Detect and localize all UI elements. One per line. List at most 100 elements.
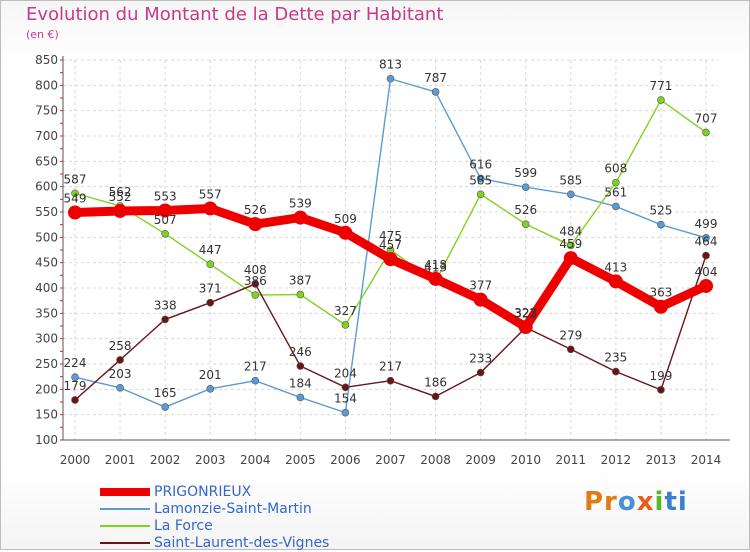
data-point [473,292,488,307]
data-point [476,368,485,377]
data-point [383,252,398,267]
data-point [566,241,575,250]
data-label: 235 [604,351,627,365]
data-point [428,271,443,286]
x-tick-label: 2003 [195,453,226,467]
data-label: 154 [334,392,357,406]
data-label: 552 [109,190,132,204]
data-point [702,128,710,137]
logo-part: o [617,487,637,517]
data-label: 557 [199,187,222,201]
data-label: 371 [199,282,222,296]
data-label: 539 [289,197,312,211]
x-tick-label: 2007 [375,453,406,467]
y-tick-label: 850 [35,53,58,67]
data-label: 608 [604,162,627,176]
data-label: 499 [695,217,718,231]
data-point [71,373,79,381]
data-label: 525 [649,204,672,218]
data-labels: 549 552 553 557 526 539 509 457 418 377 323 459 413 3… [64,58,718,406]
x-tick-label: 2014 [691,453,722,467]
data-label: 404 [695,265,718,279]
data-label: 707 [695,111,718,125]
data-label: 217 [244,360,267,374]
legend-label: PRIGONRIEUX [154,484,252,500]
y-tick-label: 800 [35,78,58,92]
data-label: 377 [469,279,492,293]
data-label: 585 [469,173,492,187]
data-point [566,345,575,354]
x-tick-label: 2013 [646,453,677,467]
data-label: 323 [514,306,537,320]
data-label: 464 [695,235,718,249]
data-label: 322 [514,307,537,321]
data-label: 418 [424,258,447,272]
x-tick-label: 2009 [465,453,496,467]
data-label: 771 [649,79,672,93]
data-point [612,178,620,187]
series-lines [68,74,713,417]
data-point [158,203,173,218]
legend-swatch [100,542,150,544]
data-label: 616 [469,158,492,172]
data-point [431,88,440,96]
data-point [161,315,169,324]
y-tick-label: 250 [35,357,58,371]
x-tick-label: 2005 [285,453,316,467]
data-label: 526 [244,203,267,217]
x-tick-label: 2012 [601,453,632,467]
data-point [386,376,395,385]
data-point [657,96,665,104]
data-label: 475 [379,229,402,243]
data-label: 338 [154,298,177,312]
data-label: 587 [64,172,87,186]
y-tick-label: 750 [35,104,58,118]
data-point [293,210,308,225]
legend-label: Lamonzie-Saint-Martin [154,501,312,517]
data-label: 204 [334,366,357,380]
data-point [521,183,530,191]
x-tick-label: 2000 [60,453,91,467]
data-point [71,396,79,404]
data-point [251,280,260,288]
data-point [206,385,215,393]
data-label: 599 [514,166,537,180]
data-point [476,174,485,183]
data-point [566,190,575,199]
legend-swatch [100,488,150,496]
data-label: 387 [289,274,312,288]
data-label: 549 [64,192,87,206]
data-point [251,376,260,385]
data-label: 447 [199,243,222,257]
data-point [431,392,440,401]
x-tick-label: 2010 [510,453,541,467]
legend-swatch [100,508,150,510]
data-label: 203 [109,367,132,381]
data-point [206,260,215,268]
x-tick-label: 2002 [150,453,181,467]
data-label: 457 [379,238,402,252]
data-point [161,229,169,238]
axes: 100 150 200 250 300 350 400 450 500 550 600 650 700 7… [35,53,730,467]
y-tick-label: 500 [35,230,58,244]
logo-part: Pr [584,487,618,517]
data-label: 199 [649,369,672,383]
data-point [608,274,623,289]
data-label: 507 [154,213,177,227]
data-point [521,220,530,228]
line-chart: 100 150 200 250 300 350 400 450 500 550 600 650 700 7… [35,53,730,467]
data-point [341,321,350,329]
y-tick-label: 600 [35,180,58,194]
data-label: 561 [604,185,627,199]
data-point [296,362,305,370]
data-label: 484 [559,224,582,238]
data-point [116,384,124,392]
x-tick-label: 2008 [420,453,451,467]
data-point [702,234,710,242]
data-label: 787 [424,71,447,85]
data-point [657,220,665,229]
data-point [71,189,79,198]
y-tick-label: 350 [35,306,58,320]
data-label: 813 [379,58,402,72]
y-tick-label: 400 [35,281,58,295]
